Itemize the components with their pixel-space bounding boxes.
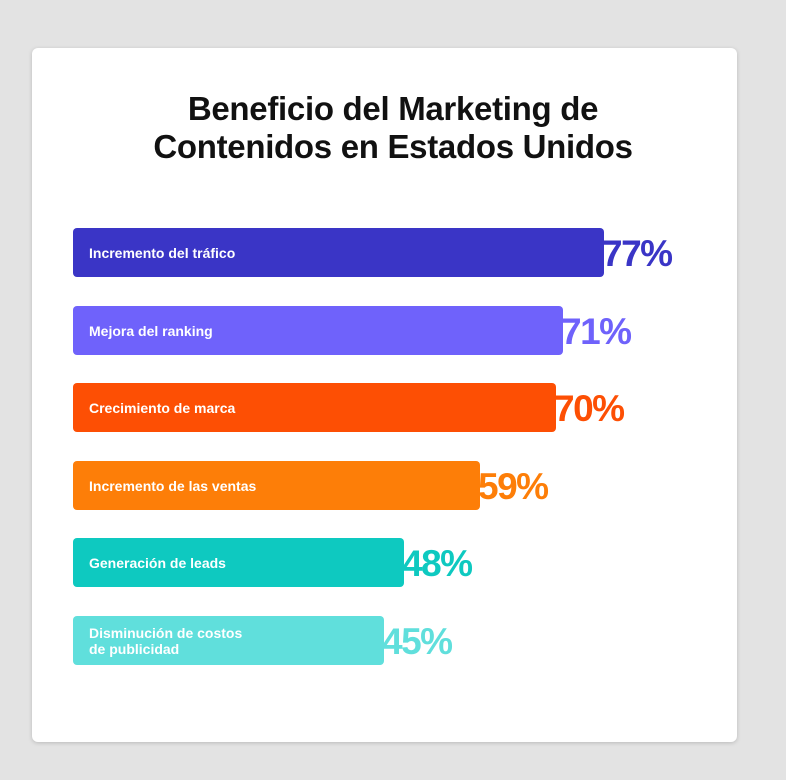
value-label-6: 45% [382,621,453,662]
value-label-1: 77% [602,233,673,274]
bar-label-2: Mejora del ranking [89,322,213,339]
bar-4 [73,461,480,510]
value-label-2: 71% [561,311,632,352]
chart-title-line-1: Beneficio del Marketing de [187,90,599,127]
bar-5 [73,538,404,587]
bar-label-3: Crecimiento de marca [89,399,236,416]
bar-2 [73,306,563,355]
bar-3 [73,383,556,432]
chart-title-line-2: Contenidos en Estados Unidos [153,128,633,165]
bar-label-4: Incremento de las ventas [89,477,257,494]
bar-label-6: Disminución de costos de publicidad [89,624,243,657]
value-label-5: 48% [402,543,473,584]
value-label-4: 59% [478,466,549,507]
chart-title: Beneficio del Marketing de Contenidos en… [0,90,786,166]
bar-6 [73,616,384,665]
bar-label-1: Incremento del tráfico [89,244,236,261]
bar-label-5: Generación de leads [89,554,226,571]
value-label-3: 70% [554,388,625,429]
bar-1 [73,228,604,277]
